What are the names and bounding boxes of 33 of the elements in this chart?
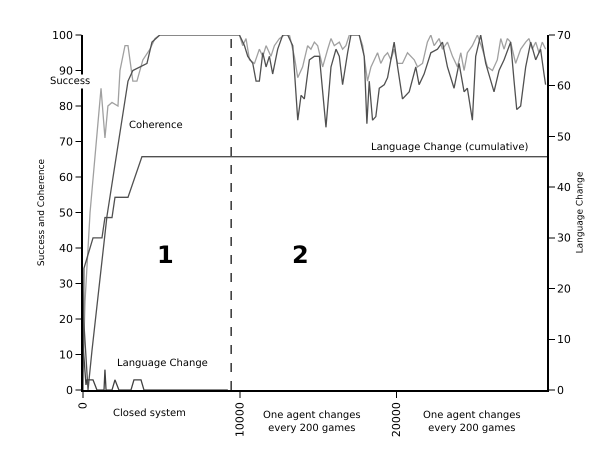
x-tick-label: 20000: [390, 402, 404, 438]
text: Closed system: [113, 408, 186, 419]
y-tick-label: 90: [59, 64, 74, 78]
y-tick-label: 70: [59, 135, 74, 148]
y2-axis-title: Language Change: [575, 171, 586, 254]
y2-tick-label: 40: [556, 180, 571, 194]
y2-tick-label: 10: [556, 333, 571, 346]
annotation: Coherence: [129, 120, 183, 131]
x-tick-label: 0: [76, 402, 90, 410]
annotation: Language Change (cumulative): [371, 142, 528, 153]
text: One agent changes every 200 games: [423, 410, 521, 434]
y-tick-label: 30: [59, 277, 74, 290]
y-axis-title: Success and Coherence: [36, 158, 47, 266]
y2-tick-label: 0: [556, 384, 564, 397]
y-tick-label: 50: [59, 206, 74, 220]
y-tick-label: 0: [66, 384, 74, 397]
y-tick-label: 80: [59, 100, 74, 113]
y-tick-label: 60: [59, 170, 74, 184]
y-tick-label: 40: [59, 242, 74, 255]
y2-tick-label: 20: [556, 282, 571, 296]
annotation: Language Change: [117, 358, 208, 369]
annotation: Success: [50, 76, 90, 87]
y2-tick-label: 50: [556, 130, 571, 144]
text: One agent changes every 200 games: [263, 410, 361, 434]
y-tick-label: 20: [59, 312, 74, 326]
y2-tick-label: 60: [556, 80, 571, 93]
y2-tick-label: 30: [556, 232, 571, 245]
y-tick-label: 100: [52, 28, 74, 42]
x-tick-label: 10000: [233, 402, 246, 438]
y-tick-label: 10: [59, 348, 74, 362]
y2-tick-label: 70: [556, 28, 571, 42]
annotation: 2: [292, 241, 309, 269]
annotation: 1: [157, 241, 174, 269]
